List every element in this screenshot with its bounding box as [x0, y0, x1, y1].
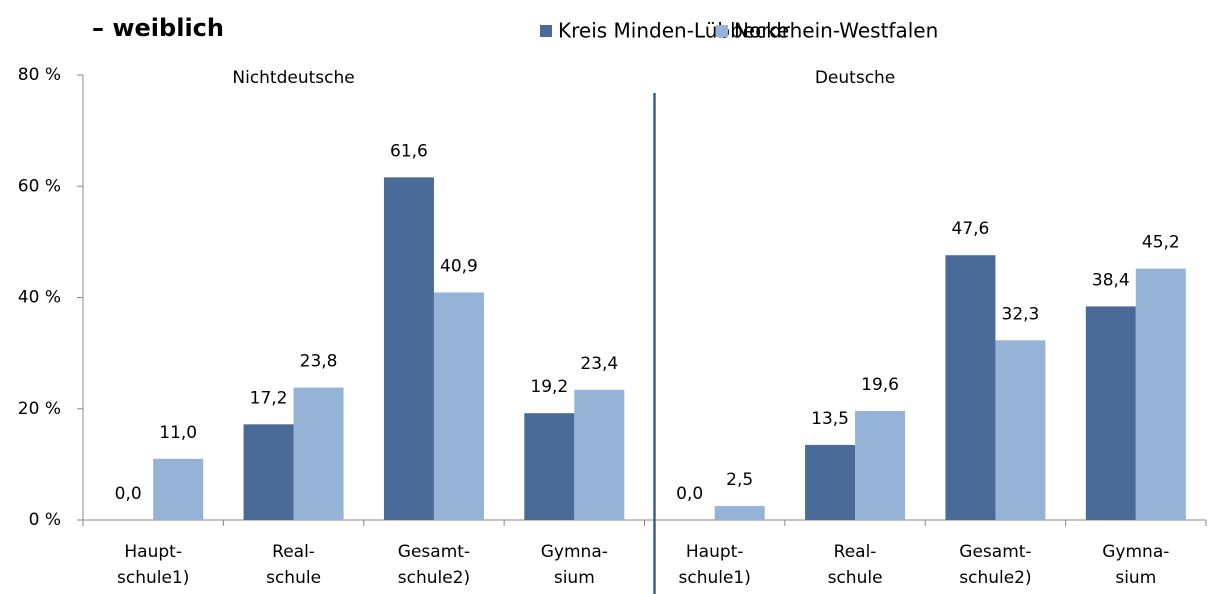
bar	[945, 255, 996, 520]
x-tick-label: sium	[554, 568, 595, 588]
group-label: Nichtdeutsche	[232, 68, 354, 88]
x-tick-label: Real-	[834, 542, 877, 562]
value-label: 23,8	[300, 352, 338, 372]
chart-title: – weiblich	[92, 14, 224, 42]
value-label: 17,2	[250, 388, 288, 408]
y-tick-label: 60 %	[18, 176, 61, 196]
x-tick-label: schule1)	[678, 568, 750, 588]
value-label: 40,9	[440, 256, 478, 276]
x-tick-label: Gesamt-	[398, 542, 470, 562]
legend-swatch	[716, 25, 728, 37]
bar	[995, 340, 1046, 520]
legend-label: Nordrhein-Westfalen	[734, 19, 938, 43]
bar	[433, 292, 484, 520]
x-tick-label: schule1)	[117, 568, 189, 588]
x-tick-label: Gymna-	[1102, 542, 1169, 562]
x-tick-label: schule2)	[398, 568, 470, 588]
value-label: 2,5	[726, 470, 753, 490]
bar	[383, 177, 434, 520]
bar	[714, 506, 765, 520]
legend-swatch	[540, 25, 552, 37]
bar	[805, 444, 856, 520]
value-label: 47,6	[952, 219, 990, 239]
bar	[1135, 268, 1186, 520]
y-tick-label: 80 %	[18, 65, 61, 85]
x-tick-label: sium	[1115, 568, 1156, 588]
value-label: 13,5	[811, 409, 849, 429]
bar	[1085, 306, 1136, 520]
x-tick-label: schule2)	[959, 568, 1031, 588]
x-tick-label: schule	[266, 568, 321, 588]
value-label: 38,4	[1092, 270, 1130, 290]
bar	[243, 424, 294, 520]
value-label: 61,6	[390, 141, 428, 161]
value-label: 0,0	[115, 484, 142, 504]
value-label: 19,6	[861, 375, 899, 395]
value-label: 19,2	[530, 377, 568, 397]
bar	[524, 413, 575, 520]
x-tick-label: schule	[828, 568, 883, 588]
value-label: 0,0	[676, 484, 703, 504]
x-tick-label: Gymna-	[541, 542, 608, 562]
x-tick-label: Haupt-	[124, 542, 182, 562]
value-label: 11,0	[159, 423, 197, 443]
value-label: 32,3	[1002, 304, 1040, 324]
bar	[574, 389, 625, 520]
bar	[153, 458, 204, 520]
y-tick-label: 40 %	[18, 288, 61, 308]
group-label: Deutsche	[815, 68, 895, 88]
y-tick-label: 0 %	[29, 510, 61, 530]
x-tick-label: Gesamt-	[959, 542, 1031, 562]
bar	[293, 387, 344, 520]
value-label: 23,4	[580, 354, 618, 374]
x-tick-label: Haupt-	[686, 542, 744, 562]
y-tick-label: 20 %	[18, 399, 61, 419]
value-label: 45,2	[1142, 233, 1180, 253]
bar	[855, 410, 906, 520]
legend-label: Kreis Minden-Lübbecke	[558, 19, 789, 43]
x-tick-label: Real-	[272, 542, 315, 562]
